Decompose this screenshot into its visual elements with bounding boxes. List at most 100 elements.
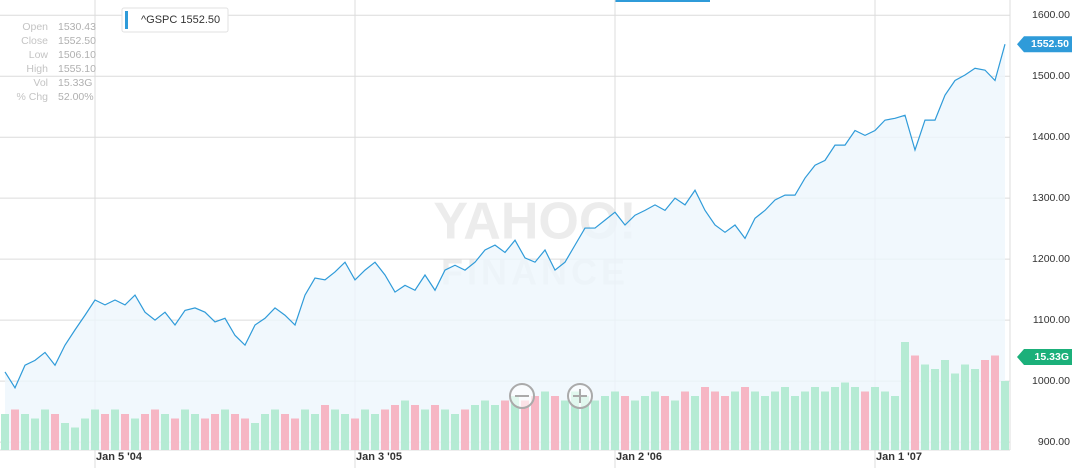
volume-bar bbox=[391, 405, 399, 450]
top-tab-indicator bbox=[615, 0, 710, 2]
volume-bar bbox=[211, 414, 219, 450]
volume-bar bbox=[321, 405, 329, 450]
volume-bar bbox=[491, 405, 499, 450]
volume-bar bbox=[251, 423, 259, 450]
volume-bar bbox=[721, 396, 729, 450]
volume-bar bbox=[621, 396, 629, 450]
volume-bar bbox=[381, 409, 389, 450]
y-tick-label: 1200.00 bbox=[1032, 253, 1070, 265]
volume-bar bbox=[961, 364, 969, 450]
volume-bar bbox=[451, 414, 459, 450]
info-value: 1530.43 bbox=[58, 21, 96, 33]
volume-bar bbox=[481, 400, 489, 450]
volume-bar bbox=[611, 391, 619, 450]
volume-bar bbox=[261, 414, 269, 450]
volume-bar bbox=[601, 396, 609, 450]
volume-bar bbox=[351, 418, 359, 450]
volume-bar bbox=[651, 391, 659, 450]
volume-bar bbox=[1, 414, 9, 450]
volume-bar bbox=[971, 369, 979, 450]
volume-bar bbox=[871, 387, 879, 450]
volume-bar bbox=[51, 414, 59, 450]
volume-bar bbox=[221, 409, 229, 450]
info-label: High bbox=[26, 63, 48, 75]
volume-bar bbox=[701, 387, 709, 450]
volume-bar bbox=[851, 387, 859, 450]
volume-bar bbox=[401, 400, 409, 450]
volume-bar bbox=[91, 409, 99, 450]
volume-bar bbox=[281, 414, 289, 450]
y-tick-label: 1300.00 bbox=[1032, 192, 1070, 204]
x-tick-label: Jan 1 '07 bbox=[876, 451, 922, 463]
volume-bar bbox=[631, 400, 639, 450]
volume-bar bbox=[41, 409, 49, 450]
info-value: 15.33G bbox=[58, 77, 92, 89]
zoom-out[interactable] bbox=[509, 383, 535, 409]
info-value: 1506.10 bbox=[58, 49, 96, 61]
info-value: 1555.10 bbox=[58, 63, 96, 75]
volume-bar bbox=[581, 396, 589, 450]
volume-bar bbox=[781, 387, 789, 450]
volume-bar bbox=[131, 418, 139, 450]
volume-bar bbox=[911, 355, 919, 450]
volume-bar bbox=[591, 400, 599, 450]
legend-swatch bbox=[125, 11, 128, 29]
volume-badge: 15.33G bbox=[1035, 351, 1069, 363]
volume-bar bbox=[71, 427, 79, 450]
volume-bar bbox=[741, 387, 749, 450]
volume-bar bbox=[861, 391, 869, 450]
volume-bar bbox=[361, 409, 369, 450]
volume-bar bbox=[421, 409, 429, 450]
volume-bar bbox=[881, 391, 889, 450]
info-label: Open bbox=[22, 21, 48, 33]
volume-bar bbox=[291, 418, 299, 450]
price-badge: 1552.50 bbox=[1031, 38, 1069, 50]
zoom-in[interactable] bbox=[567, 383, 593, 409]
volume-bar bbox=[921, 364, 929, 450]
volume-bar bbox=[21, 414, 29, 450]
volume-bar bbox=[711, 391, 719, 450]
volume-bar bbox=[471, 405, 479, 450]
volume-bar bbox=[831, 387, 839, 450]
volume-bar bbox=[641, 396, 649, 450]
volume-bar bbox=[181, 409, 189, 450]
price-area bbox=[5, 44, 1005, 451]
volume-bar bbox=[941, 360, 949, 450]
volume-bar bbox=[811, 387, 819, 450]
volume-bar bbox=[801, 391, 809, 450]
legend-last-value: 1552.50 bbox=[180, 14, 220, 26]
volume-bar bbox=[821, 391, 829, 450]
volume-bar bbox=[161, 414, 169, 450]
volume-bar bbox=[951, 373, 959, 450]
volume-bar bbox=[101, 414, 109, 450]
volume-bar bbox=[141, 414, 149, 450]
volume-bar bbox=[891, 396, 899, 450]
volume-bar bbox=[551, 396, 559, 450]
volume-bar bbox=[461, 409, 469, 450]
y-tick-label: 900.00 bbox=[1038, 436, 1070, 448]
volume-bar bbox=[1001, 381, 1009, 450]
volume-bar bbox=[31, 418, 39, 450]
volume-bar bbox=[561, 400, 569, 450]
info-label: % Chg bbox=[16, 91, 48, 103]
volume-bar bbox=[901, 342, 909, 450]
legend-box bbox=[121, 7, 229, 33]
volume-bar bbox=[171, 418, 179, 450]
volume-bar bbox=[111, 409, 119, 450]
volume-bar bbox=[431, 405, 439, 450]
volume-badge-bg bbox=[1017, 349, 1072, 366]
volume-bar bbox=[241, 418, 249, 450]
x-tick-label: Jan 5 '04 bbox=[96, 451, 143, 463]
volume-bar bbox=[11, 409, 19, 450]
volume-bar bbox=[341, 414, 349, 450]
y-tick-label: 1600.00 bbox=[1032, 9, 1070, 21]
volume-bar bbox=[271, 409, 279, 450]
volume-bar bbox=[541, 391, 549, 450]
y-tick-label: 1100.00 bbox=[1033, 314, 1070, 326]
volume-bar bbox=[731, 391, 739, 450]
y-tick-label: 1000.00 bbox=[1032, 375, 1070, 387]
volume-bar bbox=[521, 400, 529, 450]
legend-series-name: ^GSPC bbox=[141, 14, 177, 26]
volume-bar bbox=[501, 400, 509, 450]
